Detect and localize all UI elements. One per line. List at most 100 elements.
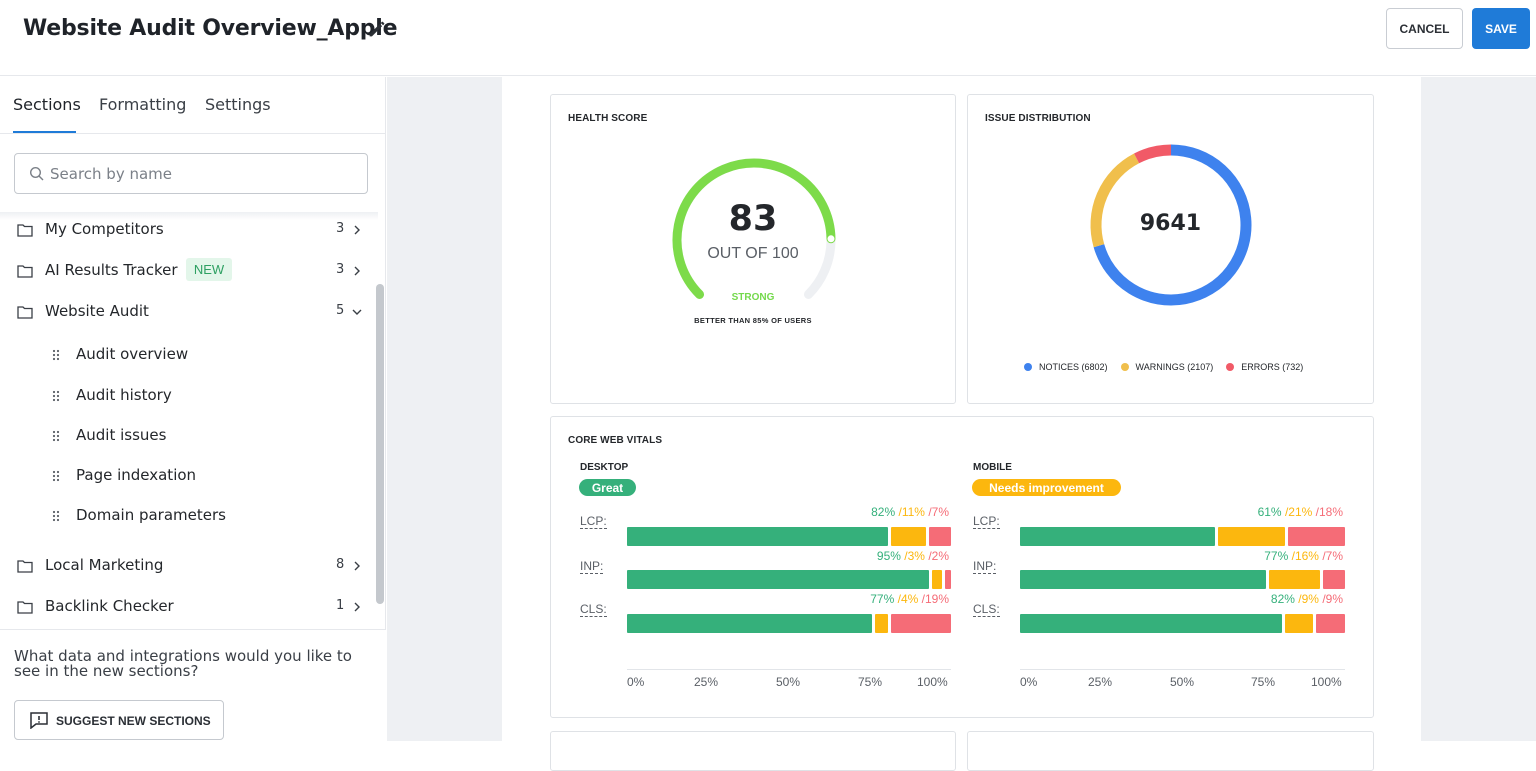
sidebar-subitem-label: Audit history: [76, 386, 172, 404]
next-card-left[interactable]: [550, 731, 956, 771]
issue-legend: NOTICES (6802) WARNINGS (2107) ERRORS (7…: [1024, 362, 1316, 372]
sidebar-subitem-audit-history[interactable]: Audit history: [0, 378, 376, 414]
sidebar-item-website-audit[interactable]: Website Audit 5: [0, 295, 376, 331]
card-title: HEALTH SCORE: [568, 113, 648, 124]
sidebar-tabs: Sections Formatting Settings: [0, 77, 386, 134]
desktop-axis-tick: 25%: [694, 675, 719, 689]
desktop-metric-label-inp: INP:: [580, 559, 604, 574]
sidebar-item-count: 1: [336, 598, 345, 613]
legend-item-notices: NOTICES (6802): [1024, 362, 1108, 372]
chevron-right-icon[interactable]: [352, 266, 362, 276]
chevron-right-icon[interactable]: [352, 602, 362, 612]
sidebar-subitem-label: Page indexation: [76, 466, 197, 484]
desktop-lcp-good-pct: 82%: [871, 505, 896, 519]
sidebar-item-ai-results-tracker[interactable]: AI Results Tracker NEW 3: [0, 254, 376, 290]
folder-icon: [17, 306, 33, 319]
desktop-inp-bar: [627, 570, 951, 589]
suggest-new-sections-button[interactable]: SUGGEST NEW SECTIONS: [14, 700, 224, 740]
search-input[interactable]: Search by name: [14, 153, 368, 194]
sidebar-item-label: My Competitors: [45, 220, 164, 238]
card-title: ISSUE DISTRIBUTION: [985, 113, 1091, 124]
mobile-cls-poor-pct: /9%: [1322, 592, 1343, 606]
mobile-heading: MOBILE: [973, 462, 1012, 473]
desktop-lcp-needs-pct: /11%: [898, 505, 925, 519]
desktop-axis-line: [627, 669, 951, 670]
desktop-metric-label-lcp: LCP:: [580, 514, 607, 529]
desktop-axis-tick: 100%: [917, 675, 948, 689]
save-button[interactable]: SAVE: [1472, 8, 1530, 49]
sidebar-subitem-domain-parameters[interactable]: Domain parameters: [0, 498, 376, 534]
mobile-lcp-poor-pct: /18%: [1315, 505, 1343, 519]
folder-icon: [17, 224, 33, 237]
suggest-button-label: SUGGEST NEW SECTIONS: [56, 714, 211, 728]
sidebar-item-count: 8: [336, 557, 345, 572]
next-card-right[interactable]: [967, 731, 1374, 771]
sidebar-item-local-marketing[interactable]: Local Marketing 8: [0, 549, 376, 585]
mobile-lcp-needs-pct: /21%: [1284, 505, 1313, 519]
health-score-card[interactable]: HEALTH SCORE 83 OUT OF 100 STRONG BETTER…: [550, 94, 956, 404]
desktop-inp-poor-pct: /2%: [928, 549, 949, 563]
pencil-icon[interactable]: [366, 18, 388, 40]
issue-distribution-card[interactable]: ISSUE DISTRIBUTION 9641 NOTICES (6802) W…: [967, 94, 1374, 404]
folder-icon: [17, 265, 33, 278]
mobile-cls-needs-pct: /9%: [1298, 592, 1319, 606]
desktop-inp-percent: 95% /3% /2%: [877, 549, 949, 563]
drag-handle-icon[interactable]: [52, 510, 60, 522]
tab-formatting[interactable]: Formatting: [99, 95, 187, 114]
sidebar-item-label: AI Results Tracker: [45, 261, 178, 279]
chevron-right-icon[interactable]: [352, 561, 362, 571]
desktop-cls-needs-segment: [874, 614, 888, 633]
search-placeholder: Search by name: [50, 165, 173, 183]
drag-handle-icon[interactable]: [52, 430, 60, 442]
desktop-lcp-percent: 82% /11% /7%: [871, 505, 949, 519]
search-icon: [29, 166, 44, 181]
mobile-inp-good-segment: [1020, 570, 1266, 589]
top-header: Website Audit Overview_Apple CANCEL SAVE: [0, 0, 1536, 76]
core-web-vitals-card[interactable]: CORE WEB VITALS DESKTOP Great MOBILE Nee…: [550, 416, 1374, 718]
tab-sections[interactable]: Sections: [13, 95, 81, 114]
mobile-axis-tick: 50%: [1170, 675, 1195, 689]
drag-handle-icon[interactable]: [52, 349, 60, 361]
health-score-rating: STRONG: [731, 292, 775, 303]
donut-slice-errors: [1134, 144, 1172, 164]
mobile-inp-poor-pct: /7%: [1322, 549, 1343, 563]
mobile-cls-good-segment: [1020, 614, 1282, 633]
mobile-axis-line: [1020, 669, 1345, 670]
sidebar-item-label: Website Audit: [45, 302, 149, 320]
gauge-fill: [672, 158, 836, 299]
card-title: CORE WEB VITALS: [568, 435, 663, 446]
sidebar-subitem-page-indexation[interactable]: Page indexation: [0, 458, 376, 494]
drag-handle-icon[interactable]: [52, 390, 60, 402]
desktop-lcp-good-segment: [627, 527, 888, 546]
gauge-end-marker: [827, 235, 835, 243]
desktop-cls-needs-pct: /4%: [897, 592, 919, 606]
mobile-axis-tick: 0%: [1020, 675, 1038, 689]
sidebar-item-my-competitors[interactable]: My Competitors 3: [0, 213, 376, 249]
mobile-axis-tick: 100%: [1311, 675, 1342, 689]
legend-label: NOTICES (6802): [1039, 362, 1108, 372]
sidebar-item-backlink-checker[interactable]: Backlink Checker 1: [0, 590, 376, 626]
mobile-inp-poor-segment: [1322, 570, 1345, 589]
chevron-down-icon[interactable]: [352, 307, 362, 317]
desktop-cls-good-segment: [627, 614, 872, 633]
drag-handle-icon[interactable]: [52, 470, 60, 482]
chevron-right-icon[interactable]: [352, 225, 362, 235]
cancel-button[interactable]: CANCEL: [1386, 8, 1463, 49]
desktop-inp-needs-segment: [932, 570, 942, 589]
health-score-gauge: [672, 158, 836, 299]
mobile-lcp-poor-segment: [1287, 527, 1345, 546]
mobile-lcp-percent: 61% /21% /18%: [1258, 505, 1343, 519]
tab-settings[interactable]: Settings: [205, 95, 271, 114]
sidebar-scrollbar[interactable]: [376, 284, 384, 604]
desktop-lcp-poor-segment: [928, 527, 952, 546]
sidebar-subitem-audit-issues[interactable]: Audit issues: [0, 418, 376, 454]
mobile-metric-label-inp: INP:: [973, 559, 997, 574]
health-score-out-of: OUT OF 100: [707, 245, 799, 262]
mobile-lcp-needs-segment: [1217, 527, 1285, 546]
legend-label: WARNINGS (2107): [1135, 362, 1214, 372]
sidebar-item-count: 3: [336, 221, 345, 236]
report-page: HEALTH SCORE 83 OUT OF 100 STRONG BETTER…: [502, 77, 1421, 771]
mobile-inp-bar: [1020, 570, 1345, 589]
sidebar-subitem-audit-overview[interactable]: Audit overview: [0, 337, 376, 373]
health-score-comparison: BETTER THAN 85% OF USERS: [694, 316, 812, 325]
